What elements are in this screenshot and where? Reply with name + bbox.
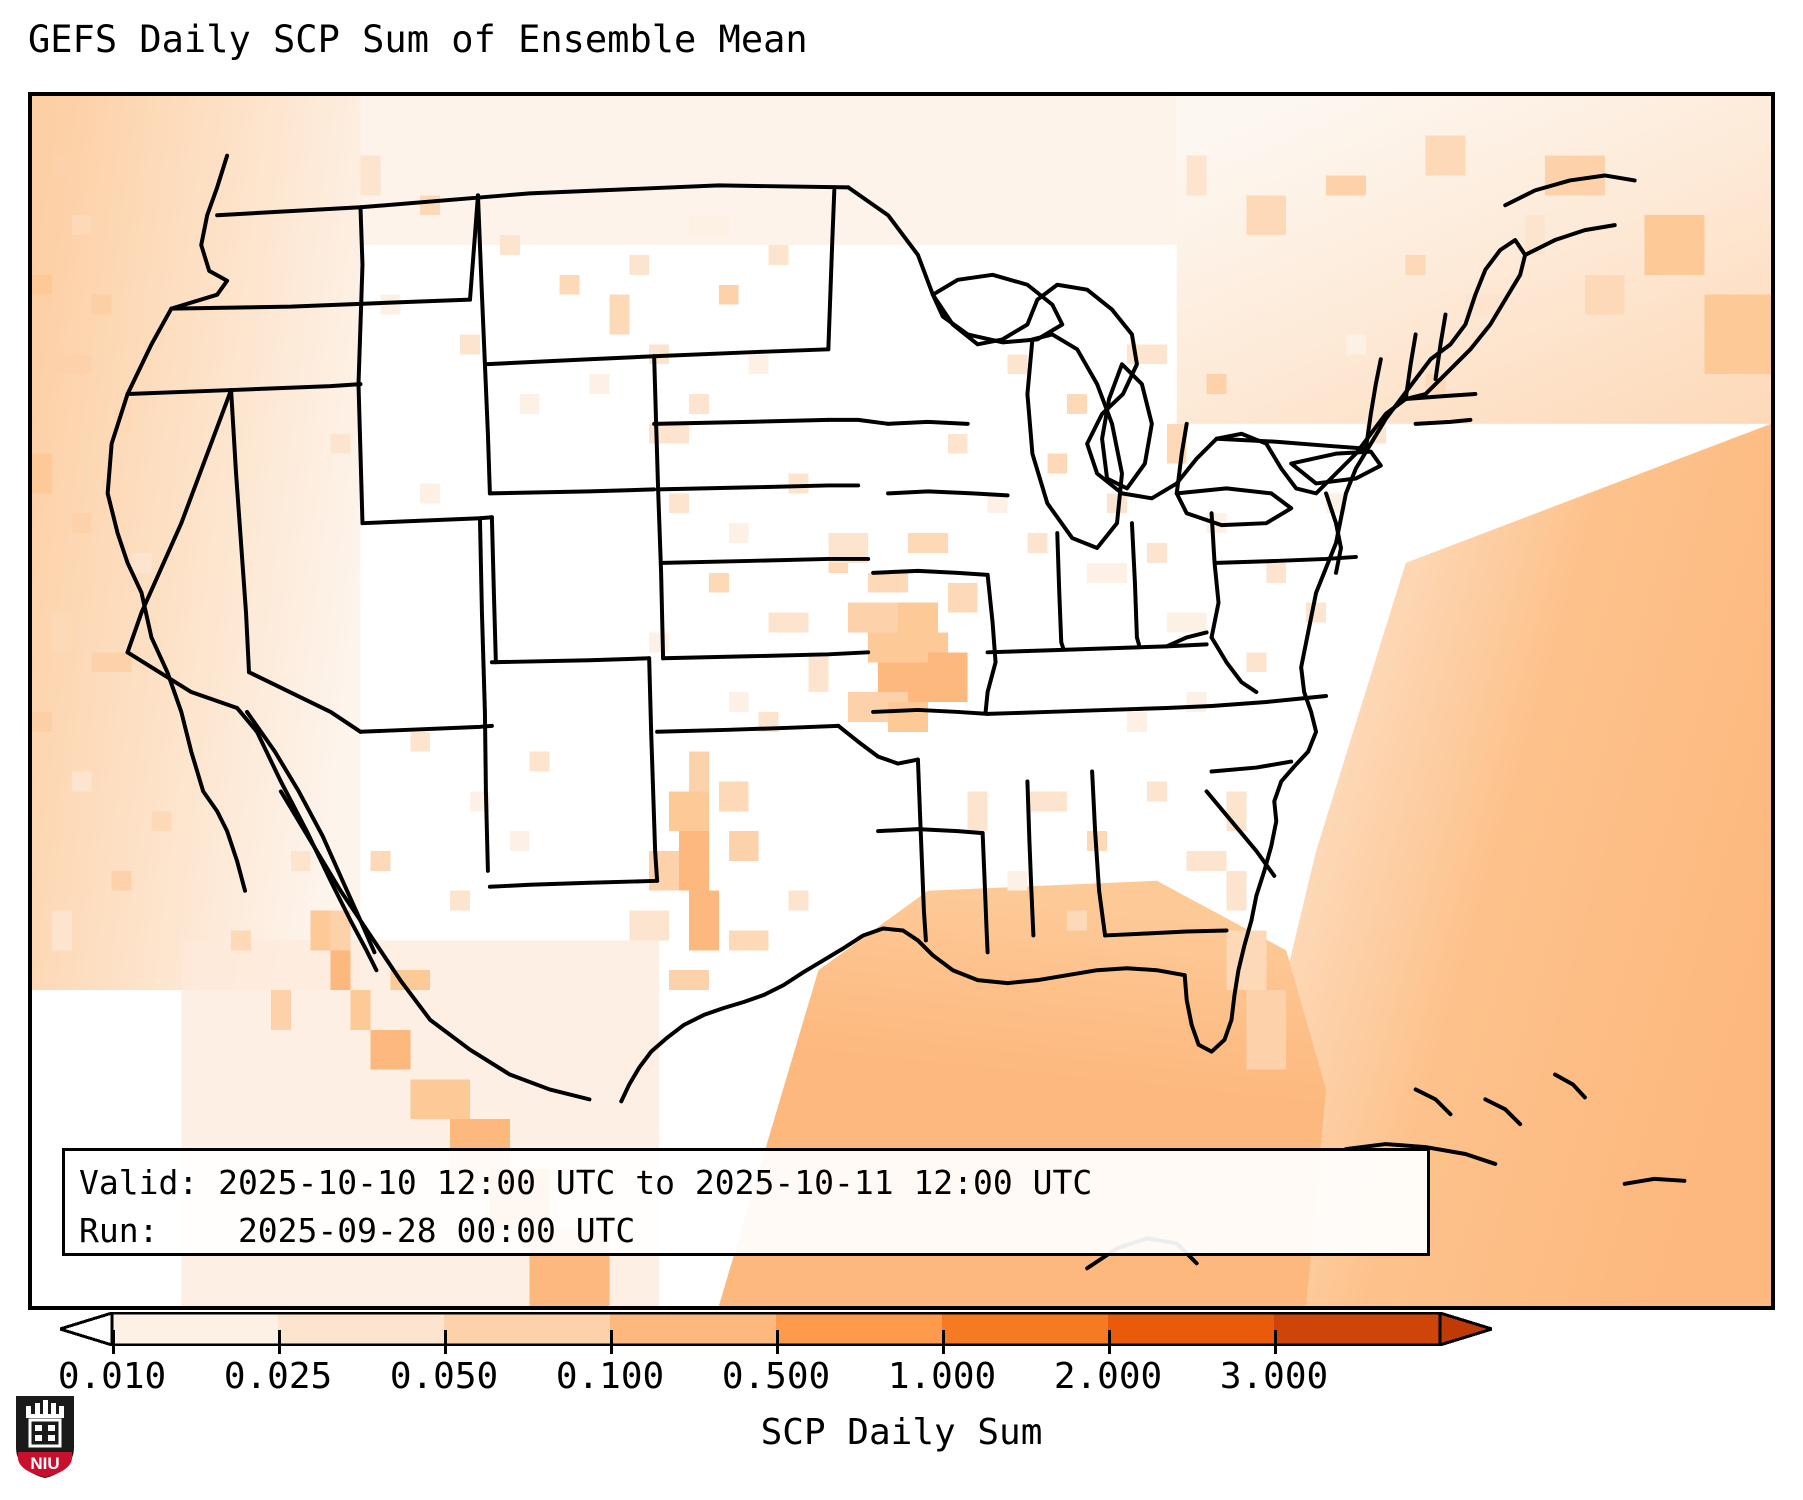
colorbar-tick: [112, 1330, 115, 1354]
map-canvas: [32, 96, 1771, 1306]
colorbar-swatches: [60, 1312, 1492, 1346]
colorbar-tick-labels: 0.010 0.025 0.050 0.100 0.500 1.000 2.000 3.000: [0, 1356, 1803, 1408]
niu-wordmark: NIU: [30, 1454, 59, 1473]
colorbar-tick-label: 0.100: [555, 1356, 665, 1397]
colorbar-tick-label: 1.000: [887, 1356, 997, 1397]
colorbar-band: [1274, 1313, 1441, 1345]
colorbar-tick: [942, 1330, 945, 1354]
colorbar-tick-label: 0.500: [721, 1356, 831, 1397]
colorbar-band: [444, 1313, 611, 1345]
colorbar-band: [942, 1313, 1109, 1345]
colorbar-tick-label: 3.000: [1219, 1356, 1329, 1397]
colorbar-ticks: [60, 1330, 1492, 1356]
colorbar-tick: [1108, 1330, 1111, 1354]
colorbar-tick: [610, 1330, 613, 1354]
colorbar-tick: [278, 1330, 281, 1354]
colorbar-band: [776, 1313, 943, 1345]
colorbar-band: [1108, 1313, 1275, 1345]
colorbar-band: [278, 1313, 445, 1345]
colorbar-band: [112, 1313, 279, 1345]
colorbar-tick-label: 0.010: [57, 1356, 167, 1397]
map-borders: [105, 153, 1687, 1271]
colorbar-tick: [776, 1330, 779, 1354]
niu-red-band: [18, 1452, 72, 1477]
map-plot-frame: [28, 92, 1775, 1310]
valid-time-line: Valid: 2025-10-10 12:00 UTC to 2025-10-1…: [79, 1163, 1093, 1202]
colorbar-axis-label: SCP Daily Sum: [760, 1412, 1043, 1453]
colorbar: [60, 1312, 1492, 1346]
colorbar-tick-label: 0.025: [223, 1356, 333, 1397]
colorbar-band: [610, 1313, 777, 1345]
page-title: GEFS Daily SCP Sum of Ensemble Mean: [28, 18, 808, 61]
colorbar-tick: [444, 1330, 447, 1354]
colorbar-tick-label: 0.050: [389, 1356, 499, 1397]
niu-logo: NIU: [16, 1396, 74, 1478]
run-time-line: Run: 2025-09-28 00:00 UTC: [79, 1211, 636, 1250]
valid-run-info-box: Valid: 2025-10-10 12:00 UTC to 2025-10-1…: [62, 1148, 1430, 1256]
colorbar-tick-label: 2.000: [1053, 1356, 1163, 1397]
colorbar-tick: [1274, 1330, 1277, 1354]
